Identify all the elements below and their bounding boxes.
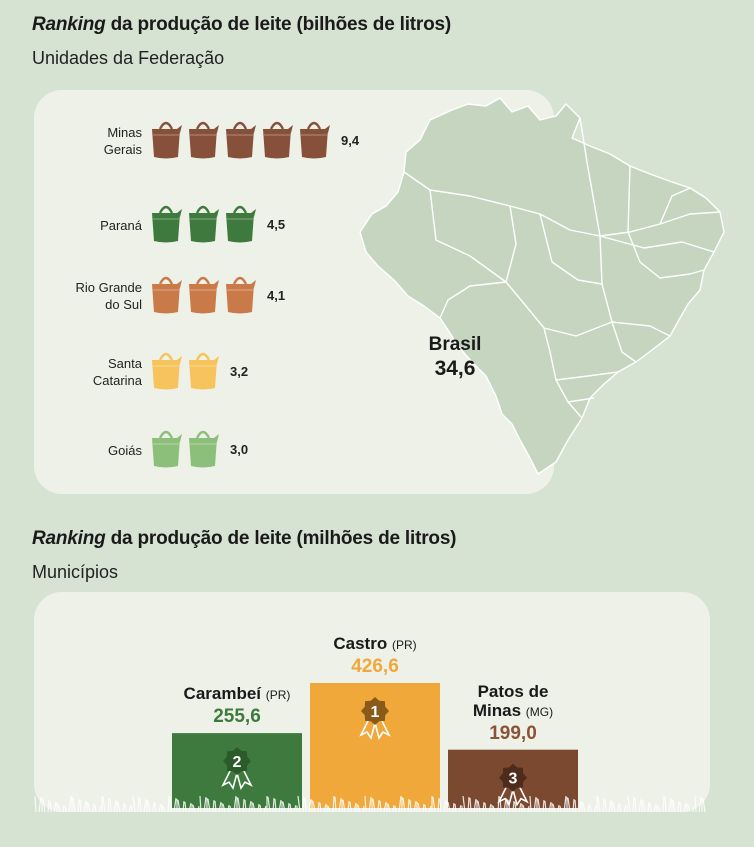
milk-bucket-icon [189, 352, 219, 390]
state-label: Minas Gerais [52, 124, 142, 158]
milk-bucket-icon [189, 430, 219, 468]
state-label: Paraná [52, 217, 142, 234]
rank-number: 1 [371, 704, 380, 721]
state-value: 4,5 [267, 217, 286, 232]
brasil-value: 34,6 [434, 357, 476, 380]
rank-badge-icon: 2 [221, 747, 253, 791]
municipality-label: Patos de Minas (MG) [458, 682, 568, 722]
section2-subtitle: Municípios [32, 562, 119, 582]
state-value: 9,4 [341, 133, 360, 148]
brasil-total: Brasil 34,6 [420, 333, 490, 381]
municipality-name: Castro [333, 634, 388, 653]
state-value: 3,2 [230, 364, 249, 379]
municipality-label: Castro (PR) [310, 634, 440, 655]
states-pictogram-chart [152, 121, 330, 468]
rank-number: 3 [509, 771, 518, 788]
state-label: Rio Grande do Sul [52, 279, 142, 313]
municipality-value: 255,6 [213, 706, 261, 728]
section1-title: Ranking da produção de leite (bilhões de… [32, 14, 452, 35]
milk-bucket-icon [152, 121, 182, 159]
state-label-line: Paraná [100, 217, 142, 233]
milk-bucket-icon [189, 205, 219, 243]
section2-title: Ranking da produção de leite (milhões de… [32, 528, 457, 549]
brasil-label: Brasil [428, 334, 482, 355]
milk-bucket-icon [226, 121, 256, 159]
state-label-line: Gerais [103, 142, 142, 157]
state-label-line: Minas [107, 125, 142, 140]
brazil-map-shape [359, 97, 725, 475]
municipality-name: Patos de Minas [472, 681, 549, 720]
milk-bucket-icon [300, 121, 330, 159]
state-value: 3,0 [230, 442, 249, 457]
rank-badge-icon: 1 [359, 697, 391, 740]
milk-bucket-icon [189, 276, 219, 314]
municipality-state: (PR) [265, 688, 291, 703]
milk-bucket-icon [263, 121, 293, 159]
milk-bucket-icon [152, 352, 182, 390]
state-label: Santa Catarina [52, 355, 142, 389]
municipality-value: 199,0 [489, 722, 537, 744]
municipality-state: (MG) [525, 704, 554, 719]
section1-subtitle: Unidades da Federação [32, 48, 225, 68]
rank-badge-icon: 3 [497, 763, 529, 807]
milk-bucket-icon [226, 205, 256, 243]
municipality-name: Carambeí [183, 684, 262, 704]
milk-bucket-icon [152, 276, 182, 314]
state-label-line: Goiás [108, 442, 142, 458]
municipality-label: Carambeí (PR) [172, 684, 302, 705]
state-label-line: Catarina [92, 373, 142, 388]
state-label-line: do Sul [105, 297, 142, 312]
state-value: 4,1 [267, 288, 286, 303]
milk-bucket-icon [152, 205, 182, 243]
milk-bucket-icon [152, 430, 182, 468]
municipality-value: 426,6 [351, 656, 399, 677]
state-label-line: Santa [108, 356, 142, 371]
grass-decoration [34, 795, 706, 813]
milk-bucket-icon [189, 121, 219, 159]
state-label: Goiás [52, 442, 142, 459]
state-label-line: Rio Grande [75, 280, 142, 295]
milk-bucket-icon [226, 276, 256, 314]
municipality-state: (PR) [391, 638, 417, 652]
rank-number: 2 [233, 754, 242, 771]
